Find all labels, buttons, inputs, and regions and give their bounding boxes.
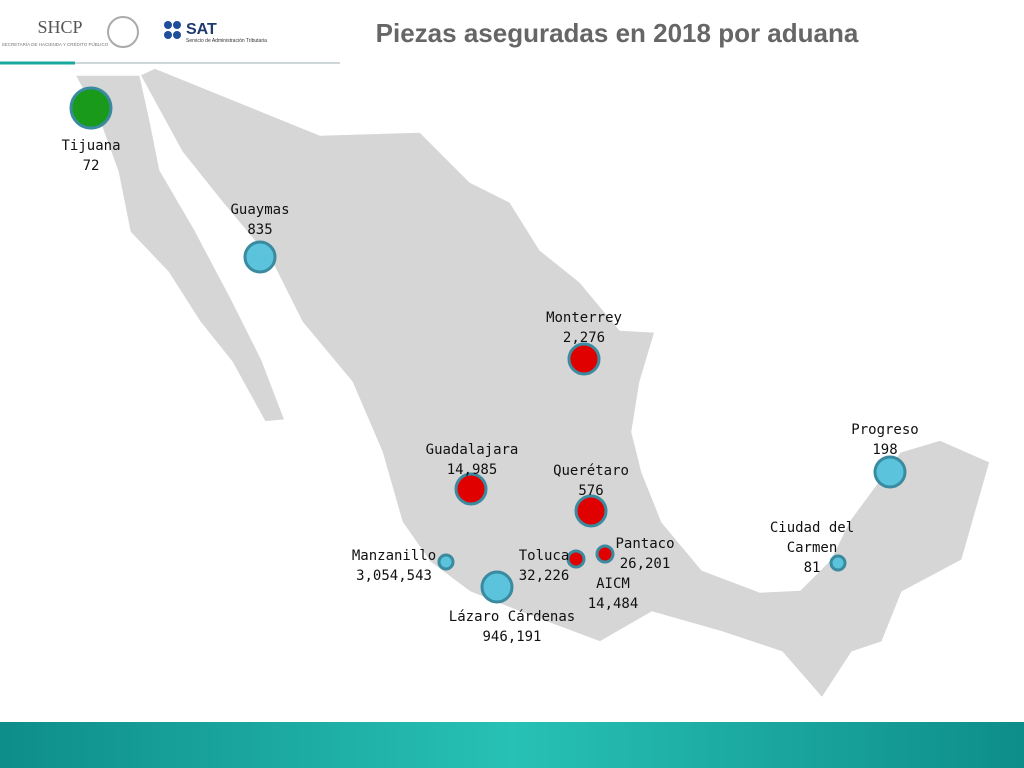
marker-label: Ciudad del Carmen 81: [762, 518, 862, 578]
marker-name: Guadalajara: [425, 442, 519, 458]
marker-value: 576: [578, 483, 604, 499]
marker: [829, 554, 847, 572]
logo-sat-sub: Servicio de Administración Tributaria: [186, 38, 267, 44]
footer-band: [0, 722, 1024, 768]
title: Piezas aseguradas en 2018 por aduana: [376, 18, 859, 48]
marker-value: 26,201: [619, 556, 671, 572]
marker-name: Progreso: [851, 422, 919, 438]
marker: [69, 86, 113, 130]
marker: [566, 549, 586, 569]
marker-value: 81: [803, 560, 821, 576]
marker-label: Querétaro 576: [553, 461, 629, 501]
marker-label: Tijuana 72: [61, 136, 120, 176]
marker-label: AICM 14,484: [588, 574, 639, 614]
marker-label: Progreso 198: [851, 420, 918, 460]
marker: [454, 472, 488, 506]
mexico-map: [73, 67, 991, 700]
marker-name: Tijuana: [61, 138, 121, 154]
logo-shcp: SHCP: [37, 17, 82, 37]
marker-label: Lázaro Cárdenas 946,191: [449, 607, 575, 647]
marker-label: Pantaco 26,201: [615, 534, 674, 574]
marker-value: 14,985: [446, 462, 498, 478]
marker: [480, 570, 514, 604]
marker-label: Guaymas 835: [230, 200, 289, 240]
marker-label: Monterrey 2,276: [546, 308, 622, 348]
marker-name: Manzanillo: [351, 548, 437, 564]
marker-value: 835: [247, 222, 273, 238]
sat-icon: [164, 21, 181, 39]
marker-name: Monterrey: [546, 310, 622, 326]
seal-icon: [107, 16, 139, 48]
marker-name: Pantaco: [615, 536, 675, 552]
marker-value: 198: [872, 442, 898, 458]
marker: [243, 240, 277, 274]
marker-name: Toluca: [518, 548, 570, 564]
marker-value: 14,484: [587, 596, 639, 612]
marker-value: 2,276: [562, 330, 606, 346]
marker-name: Guaymas: [230, 202, 290, 218]
marker-label: Guadalajara 14,985: [426, 440, 519, 480]
marker: [567, 342, 601, 376]
marker-value: 3,054,543: [356, 568, 432, 584]
logo-sat: SAT: [186, 21, 217, 38]
marker-value: 32,226: [518, 568, 570, 584]
marker-value: 72: [82, 158, 100, 174]
marker-name: Querétaro: [553, 463, 629, 479]
marker-name: Ciudad del Carmen: [769, 520, 855, 556]
marker-value: 946,191: [482, 629, 542, 645]
marker-name: AICM: [596, 576, 630, 592]
marker-label: Toluca 32,226: [519, 546, 570, 586]
marker-label: Manzanillo 3,054,543: [352, 546, 436, 586]
marker-name: Lázaro Cárdenas: [448, 609, 576, 625]
marker: [595, 544, 615, 564]
logo-shcp-sub: SECRETARÍA DE HACIENDA Y CRÉDITO PÚBLICO: [2, 41, 109, 47]
marker: [574, 494, 608, 528]
marker: [437, 553, 455, 571]
marker: [873, 455, 907, 489]
